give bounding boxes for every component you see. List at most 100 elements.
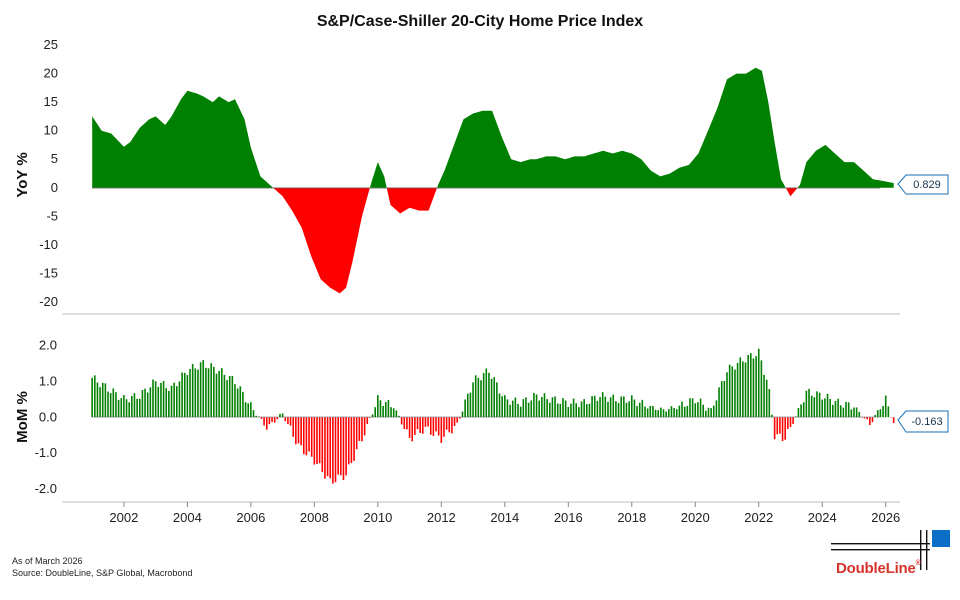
mom-bar [456, 417, 458, 423]
mom-bar [527, 402, 530, 418]
mom-bar [583, 399, 585, 418]
mom-bar [757, 348, 760, 418]
mom-bar [779, 417, 781, 434]
mom-bar [472, 382, 474, 418]
mom-bar [728, 364, 731, 418]
mom-bar [191, 364, 194, 418]
mom-bar [170, 385, 173, 418]
mom-bar [710, 408, 712, 418]
mom-bar [210, 363, 212, 418]
mom-bar [181, 372, 183, 418]
mom-bar [260, 417, 263, 419]
mom-bar [99, 387, 101, 418]
mom-bar [168, 390, 170, 418]
yoy-tick-label: -20 [39, 294, 58, 309]
mom-bar [715, 400, 718, 418]
mom-bar [686, 405, 689, 418]
mom-bar [596, 400, 599, 418]
mom-bar [551, 397, 554, 418]
mom-bar [506, 399, 509, 418]
mom-bar [876, 410, 879, 418]
mom-bar [625, 402, 628, 418]
mom-bar [607, 401, 609, 418]
mom-bar [657, 410, 660, 418]
mom-axis-label: MoM % [14, 391, 31, 443]
mom-bar [313, 417, 316, 465]
mom-bar [205, 367, 207, 418]
mom-bar [736, 362, 739, 418]
mom-bar [162, 380, 165, 418]
yoy-tick-label: 25 [44, 37, 58, 52]
mom-bar [699, 398, 702, 418]
mom-bar [419, 417, 421, 433]
mom-bar [556, 403, 559, 418]
mom-tick-label: 2.0 [39, 338, 57, 353]
mom-bar [538, 400, 540, 418]
mom-bar [654, 409, 657, 418]
mom-bar [316, 417, 318, 464]
mom-bar [773, 417, 776, 440]
mom-bar [826, 393, 829, 418]
mom-tick-label: 0.0 [39, 409, 57, 424]
mom-bar [765, 379, 768, 418]
mom-bar [850, 409, 853, 418]
mom-bar [694, 403, 697, 418]
mom-bar [525, 397, 527, 418]
mom-bar [358, 417, 361, 441]
mom-bar [443, 417, 445, 437]
mom-bar [630, 395, 633, 418]
mom-bar [813, 397, 816, 418]
mom-bar [310, 417, 313, 457]
mom-bar [477, 377, 480, 418]
mom-bar [157, 386, 160, 418]
mom-bar [154, 381, 157, 418]
mom-bar [792, 417, 794, 425]
mom-bar [620, 396, 622, 418]
x-tick-label: 2008 [300, 510, 329, 525]
mom-latest-callout: -0.163 [897, 410, 949, 433]
mom-bar [863, 417, 866, 419]
mom-bar [435, 417, 437, 432]
mom-bar [504, 395, 506, 418]
mom-bar [855, 407, 858, 418]
mom-bar [646, 408, 649, 418]
mom-bar [776, 417, 779, 435]
mom-bar [617, 402, 620, 418]
yoy-negative-area [273, 187, 370, 294]
mom-bar [366, 417, 369, 424]
mom-bar [633, 399, 636, 418]
mom-bar [660, 407, 662, 418]
mom-bar [591, 396, 593, 418]
mom-bar [377, 395, 379, 418]
mom-bar [398, 415, 400, 418]
mom-bar [747, 354, 749, 418]
mom-bar [250, 402, 252, 418]
mom-bar [411, 417, 414, 442]
mom-bar [797, 407, 800, 418]
mom-bar [580, 401, 583, 418]
mom-bar [284, 417, 287, 422]
mom-bar [593, 395, 596, 418]
mom-bar [406, 417, 408, 430]
mom-bar [112, 388, 115, 418]
mom-bar [662, 409, 665, 418]
mom-bar [599, 397, 601, 418]
x-tick-label: 2010 [363, 510, 392, 525]
mom-bar [824, 398, 826, 418]
mom-bar [673, 408, 675, 418]
mom-bar [189, 369, 191, 418]
mom-bar [697, 402, 699, 418]
mom-bar [448, 417, 451, 433]
mom-bar [882, 406, 884, 418]
yoy-tick-label: -5 [46, 208, 58, 223]
mom-bar [559, 403, 562, 418]
mom-bar [533, 392, 535, 418]
mom-bar [276, 417, 279, 420]
mom-bar [802, 402, 805, 418]
mom-bar [575, 403, 578, 418]
mom-bar [138, 398, 141, 418]
mom-bar [689, 398, 691, 418]
mom-bar [117, 399, 120, 418]
mom-bar [490, 378, 493, 418]
mom-bar [874, 414, 876, 418]
